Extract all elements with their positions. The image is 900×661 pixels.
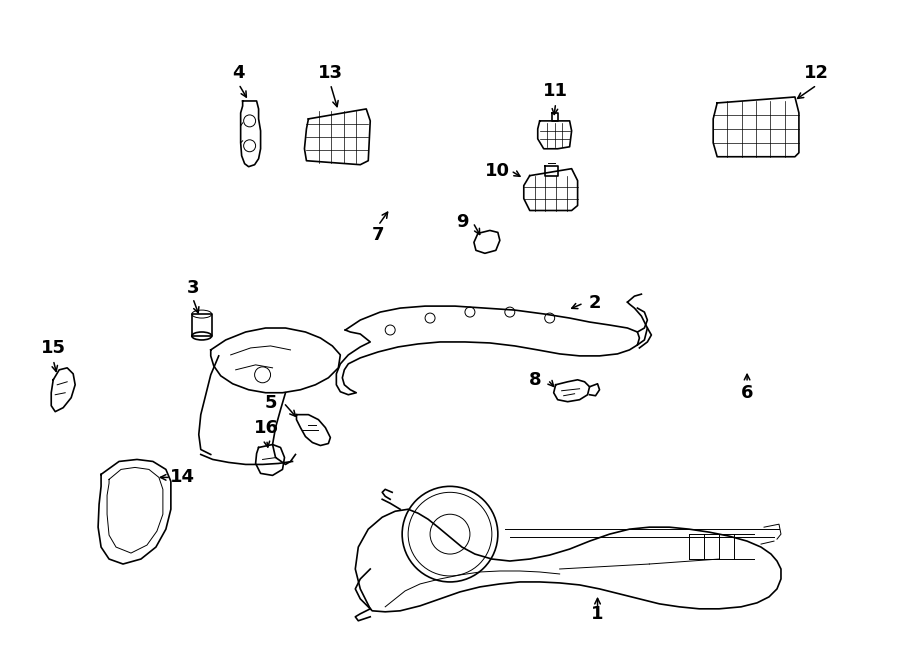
- Text: 8: 8: [528, 371, 541, 389]
- Text: 9: 9: [455, 214, 468, 231]
- Text: 7: 7: [372, 227, 384, 245]
- Text: 11: 11: [544, 82, 568, 100]
- Text: 15: 15: [40, 339, 66, 357]
- Text: 3: 3: [186, 279, 199, 297]
- Text: 10: 10: [485, 162, 510, 180]
- Text: 5: 5: [265, 394, 277, 412]
- Text: 13: 13: [318, 64, 343, 82]
- Text: 6: 6: [741, 384, 753, 402]
- Text: 14: 14: [170, 469, 195, 486]
- Text: 12: 12: [805, 64, 830, 82]
- Text: 2: 2: [589, 294, 601, 312]
- Text: 4: 4: [232, 64, 245, 82]
- Text: 16: 16: [254, 418, 279, 436]
- Text: 1: 1: [591, 605, 604, 623]
